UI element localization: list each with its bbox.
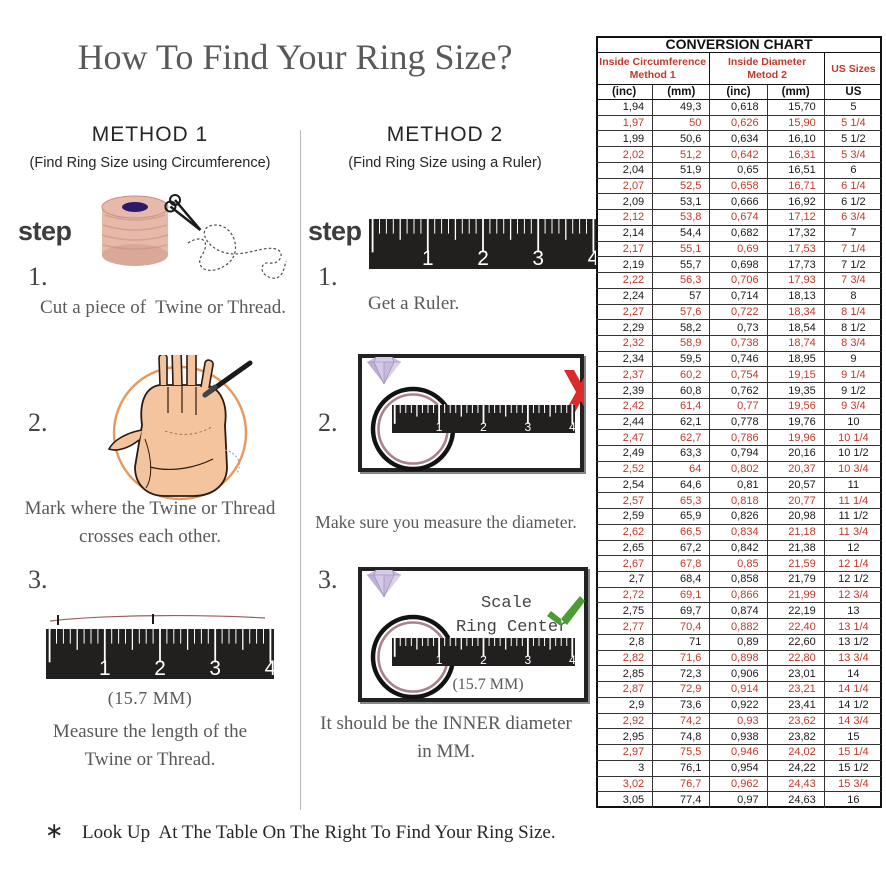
svg-text:(15.7 MM): (15.7 MM) [452, 676, 523, 693]
svg-text:Ring Center: Ring Center [456, 618, 568, 637]
svg-text:3: 3 [525, 420, 532, 434]
svg-text:1: 1 [99, 657, 111, 680]
svg-text:1: 1 [422, 247, 434, 270]
svg-text:3: 3 [525, 653, 532, 667]
svg-text:1: 1 [436, 420, 443, 434]
svg-text:4: 4 [265, 657, 275, 680]
svg-text:2: 2 [480, 420, 487, 434]
svg-text:1: 1 [436, 653, 443, 667]
svg-text:3: 3 [532, 247, 544, 270]
svg-text:2: 2 [154, 657, 166, 680]
svg-text:2: 2 [480, 653, 487, 667]
svg-text:4: 4 [569, 420, 576, 434]
svg-text:Scale: Scale [481, 594, 532, 613]
svg-text:2: 2 [477, 247, 489, 270]
svg-text:4: 4 [569, 653, 576, 667]
svg-text:3: 3 [209, 657, 221, 680]
